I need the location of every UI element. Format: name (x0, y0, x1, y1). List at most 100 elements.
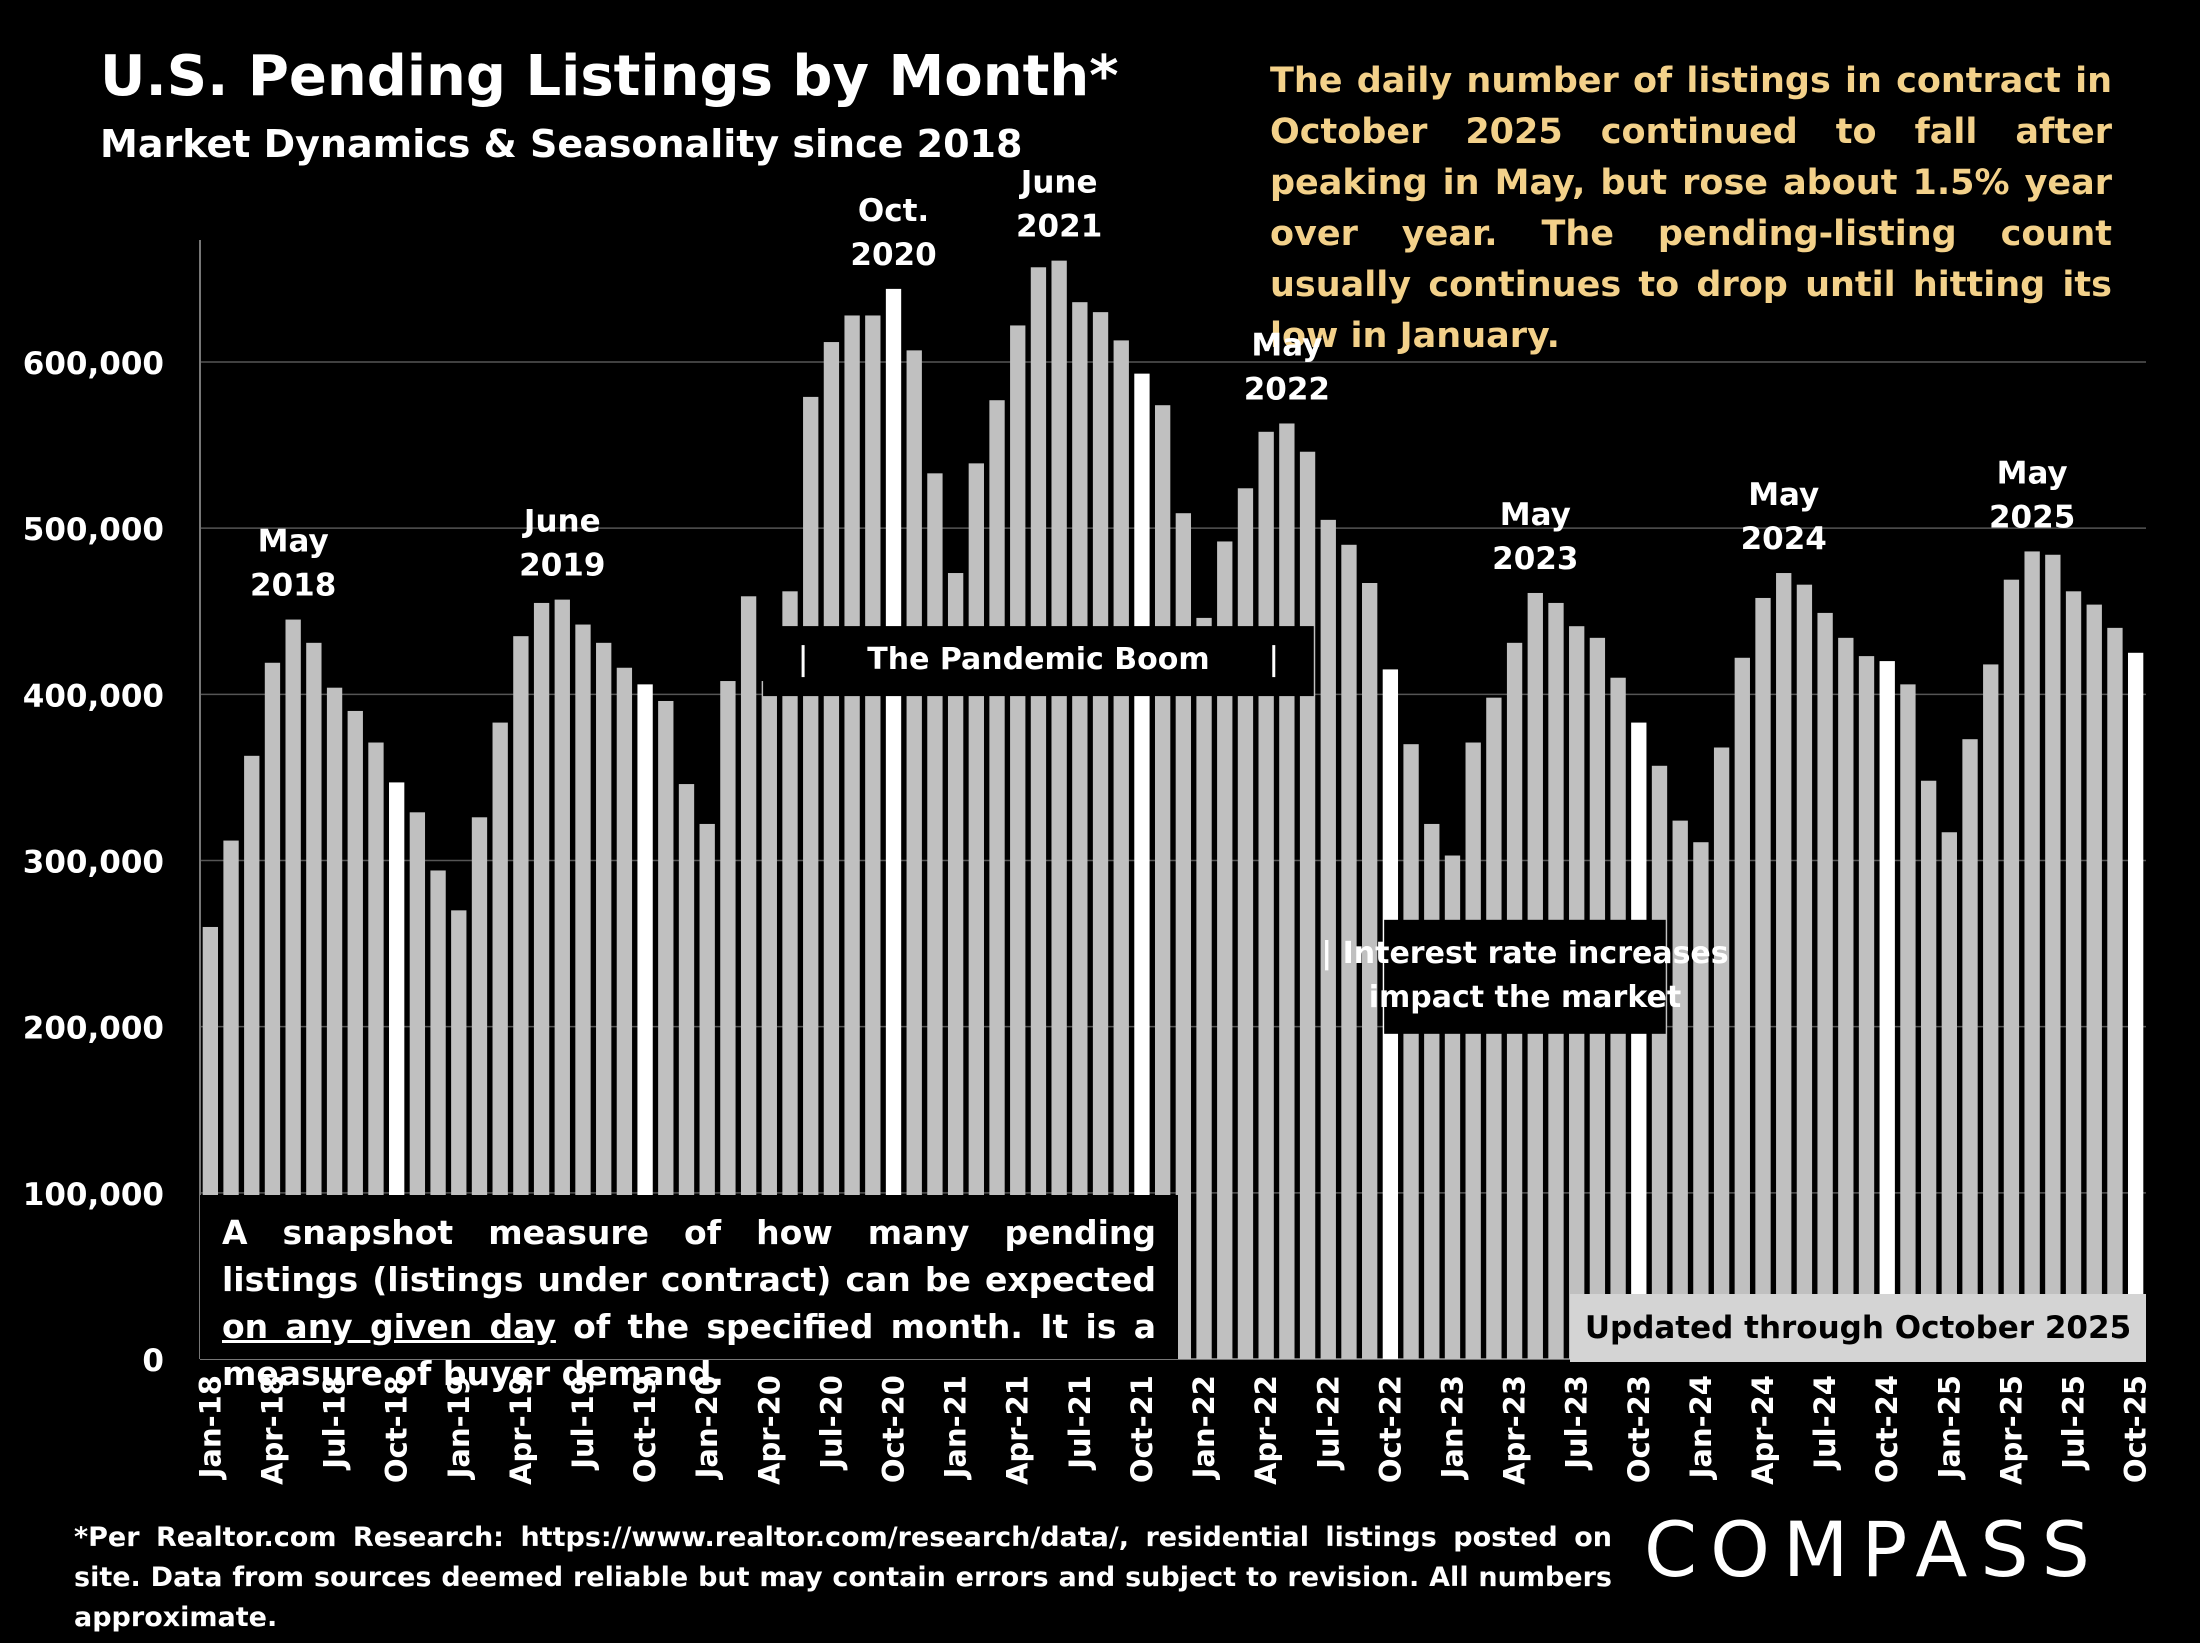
chart-title: U.S. Pending Listings by Month* (100, 44, 1119, 109)
period-label-box (763, 626, 1314, 697)
x-tick-label: Jan-24 (1684, 1375, 1718, 1480)
bar (740, 596, 757, 1359)
chart-description: The daily number of listings in contract… (1270, 61, 2112, 356)
x-tick-label: Apr-21 (1001, 1375, 1035, 1485)
snapshot-note: A snapshot measure of how many pending l… (200, 1195, 1178, 1393)
bar (782, 591, 798, 1359)
bar (1175, 513, 1192, 1359)
bar (1299, 451, 1316, 1360)
peak-annotation: June (1019, 165, 1098, 201)
bar (865, 315, 881, 1359)
bar (1092, 312, 1109, 1359)
bar (1113, 340, 1129, 1360)
bar (1362, 583, 1378, 1359)
bar (1631, 722, 1647, 1359)
x-tick-label: Oct-20 (877, 1375, 911, 1483)
snapshot-text-underlined: on any given day (222, 1307, 556, 1346)
bar (1900, 684, 1916, 1359)
x-tick-label: Oct-25 (2119, 1375, 2153, 1483)
bar (1072, 302, 1088, 1360)
chart-subtitle: Market Dynamics & Seasonality since 2018 (100, 122, 1023, 166)
bar (1734, 657, 1750, 1359)
bar (596, 642, 612, 1359)
peak-annotation: 2020 (850, 237, 936, 273)
snapshot-text-before: A snapshot measure of how many pending l… (222, 1213, 1156, 1299)
bar (1962, 739, 1978, 1359)
x-tick-label: Apr-23 (1498, 1375, 1532, 1485)
bar (616, 667, 633, 1359)
x-tick-label: Jan-20 (690, 1375, 724, 1480)
bar (1279, 423, 1295, 1359)
bar (1217, 541, 1233, 1359)
bar (1030, 267, 1047, 1359)
snapshot-text-after: of the specified month. It is a measure … (222, 1307, 1156, 1393)
footnote: *Per Realtor.com Research: https://www.r… (74, 1522, 1612, 1633)
bar (906, 350, 922, 1359)
bar (1051, 260, 1067, 1360)
peak-annotation: 2021 (1016, 209, 1102, 245)
peak-annotation: May (1997, 455, 2068, 491)
x-tick-label: Apr-19 (504, 1375, 538, 1485)
x-tick-label: Jul-21 (1063, 1375, 1097, 1471)
bar (2127, 652, 2144, 1359)
bar (2107, 627, 2123, 1359)
bar (720, 681, 736, 1359)
period-label: | Interest rate increases (1321, 936, 1728, 971)
bar (2003, 579, 2020, 1359)
y-tick-label: 300,000 (23, 845, 164, 881)
x-tick-label: Oct-23 (1622, 1375, 1656, 1483)
peak-annotation: June (522, 504, 601, 540)
bar (761, 681, 777, 1359)
x-tick-label: Jan-18 (193, 1375, 227, 1480)
bar (637, 684, 653, 1359)
bar (1755, 597, 1771, 1359)
bar (1858, 656, 1875, 1359)
bar (264, 662, 281, 1359)
peak-annotation: May (1500, 497, 1571, 533)
x-tick-label: Apr-24 (1746, 1375, 1780, 1485)
peak-annotation: 2019 (519, 548, 605, 584)
peak-annotation: 2018 (250, 568, 336, 604)
x-tick-label: Apr-22 (1249, 1375, 1283, 1485)
y-tick-label: 100,000 (23, 1177, 164, 1213)
peak-annotation: 2024 (1741, 521, 1827, 557)
x-tick-label: Jul-23 (1560, 1375, 1594, 1471)
bar (1424, 823, 1440, 1359)
x-tick-label: Jul-20 (814, 1375, 848, 1471)
bar (1465, 742, 1481, 1359)
bar (1237, 488, 1254, 1360)
x-tick-label: Jul-25 (2057, 1375, 2091, 1471)
x-tick-label: Apr-25 (1994, 1375, 2028, 1485)
bar (1672, 820, 1688, 1359)
x-tick-label: Oct-19 (628, 1375, 662, 1483)
peak-annotation: May (1748, 477, 1819, 513)
bar (1817, 612, 1833, 1359)
bar (1258, 431, 1274, 1359)
x-tick-label: Apr-20 (752, 1375, 786, 1485)
bar (2024, 551, 2040, 1359)
bar (1010, 325, 1026, 1359)
bar (326, 687, 343, 1359)
bar (2086, 604, 2102, 1359)
x-tick-label: Jan-22 (1187, 1375, 1221, 1480)
bar (885, 288, 902, 1359)
bar (1838, 637, 1854, 1359)
x-tick-label: Apr-18 (255, 1375, 289, 1485)
bar (1983, 664, 1999, 1359)
x-tick-label: Jan-21 (939, 1375, 973, 1480)
x-tick-label: Oct-24 (1870, 1375, 1904, 1483)
compass-logo: COMPASS (1644, 1505, 2103, 1594)
bar (1776, 573, 1792, 1359)
bar (1651, 765, 1668, 1359)
bar (658, 700, 674, 1359)
bar (823, 342, 840, 1359)
bar (533, 602, 550, 1359)
y-tick-label: 200,000 (23, 1011, 164, 1047)
bar (1341, 544, 1357, 1359)
peak-annotation: 2023 (1492, 541, 1578, 577)
bar (1403, 744, 1419, 1359)
bar (1879, 661, 1895, 1359)
bar (575, 624, 591, 1359)
bar (1693, 842, 1709, 1359)
bar (285, 619, 301, 1359)
